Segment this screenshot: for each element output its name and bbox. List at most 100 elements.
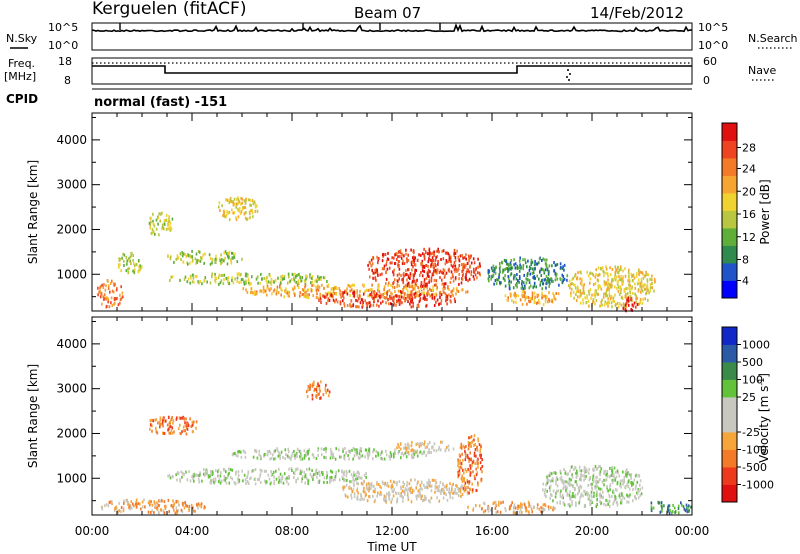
data-cell [247, 471, 249, 475]
data-cell [389, 451, 392, 455]
data-cell [391, 292, 393, 296]
data-cell [646, 283, 649, 287]
data-cell [334, 300, 336, 304]
data-cell [413, 449, 416, 453]
data-cell [118, 501, 120, 505]
data-cell [536, 293, 538, 297]
data-cell [442, 249, 445, 253]
data-cell [174, 511, 177, 515]
data-cell [556, 484, 559, 488]
data-cell [592, 297, 595, 301]
data-cell [388, 266, 391, 270]
data-cell [536, 295, 539, 299]
data-cell [601, 496, 604, 500]
data-cell [385, 453, 388, 457]
data-cell [251, 290, 253, 294]
data-cell [327, 297, 330, 301]
data-cell [323, 476, 326, 480]
data-cell [242, 479, 244, 483]
data-cell [375, 267, 378, 271]
data-cell [168, 425, 171, 429]
data-cell [628, 274, 630, 278]
data-cell [375, 454, 377, 458]
data-cell [448, 288, 450, 291]
data-cell [390, 500, 393, 504]
data-cell [197, 506, 199, 510]
data-cell [423, 291, 425, 295]
data-cell [650, 505, 653, 509]
data-cell [627, 500, 630, 504]
data-cell [520, 505, 523, 509]
data-cell [550, 506, 552, 510]
data-cell [304, 285, 306, 289]
data-cell [248, 281, 250, 285]
data-cell [502, 276, 505, 280]
data-cell [415, 283, 418, 287]
data-cell [352, 291, 354, 295]
data-cell [495, 503, 497, 507]
data-cell [587, 471, 590, 475]
data-cell [605, 294, 607, 298]
data-cell [584, 492, 587, 496]
data-cell [605, 478, 607, 482]
data-cell [360, 495, 363, 499]
data-cell [531, 510, 534, 514]
data-cell [315, 471, 317, 475]
data-cell [619, 492, 621, 496]
data-cell [360, 455, 362, 458]
data-cell [228, 218, 231, 222]
data-cell [405, 455, 408, 459]
data-cell [649, 289, 651, 293]
data-cell [510, 272, 513, 276]
data-cell [411, 268, 413, 272]
data-cell [457, 487, 459, 491]
data-cell [353, 479, 355, 483]
data-cell [123, 501, 125, 505]
data-cell [236, 260, 239, 264]
data-cell [363, 480, 365, 484]
data-cell [414, 287, 416, 291]
data-cell [646, 286, 649, 290]
nsearch-tick-bottom: 10^0 [698, 39, 728, 52]
data-cell [350, 473, 353, 477]
data-cell [329, 456, 332, 460]
data-cell [161, 499, 163, 503]
data-cell [550, 277, 552, 281]
data-cell [606, 470, 608, 473]
data-cell [396, 283, 399, 287]
data-cell [327, 299, 329, 303]
data-cell [457, 473, 460, 477]
data-cell [384, 481, 387, 485]
data-cell [603, 303, 606, 307]
data-cell [641, 289, 644, 293]
data-cell [508, 263, 511, 267]
data-cell [301, 293, 304, 297]
nave-tick-top: 60 [703, 55, 717, 68]
y-tick-label: 4000 [56, 133, 87, 147]
data-cell [528, 268, 531, 272]
data-cell [152, 219, 154, 223]
data-cell [541, 508, 544, 512]
data-cell [454, 300, 456, 304]
data-cell [600, 267, 602, 271]
data-cell [368, 486, 371, 490]
data-cell [455, 484, 457, 488]
data-cell [632, 273, 635, 277]
data-cell [291, 272, 294, 276]
data-cell [442, 482, 444, 486]
data-cell [549, 278, 551, 282]
data-cell [128, 257, 130, 261]
data-cell [586, 469, 588, 473]
data-cell [548, 297, 550, 301]
data-cell [653, 280, 656, 284]
data-cell [220, 253, 222, 257]
data-cell [574, 466, 577, 470]
data-cell [406, 450, 409, 454]
data-cell [264, 479, 266, 483]
data-cell [579, 281, 582, 285]
data-cell [266, 282, 269, 286]
data-cell [586, 270, 588, 274]
data-cell [598, 284, 600, 288]
data-cell [316, 280, 318, 284]
